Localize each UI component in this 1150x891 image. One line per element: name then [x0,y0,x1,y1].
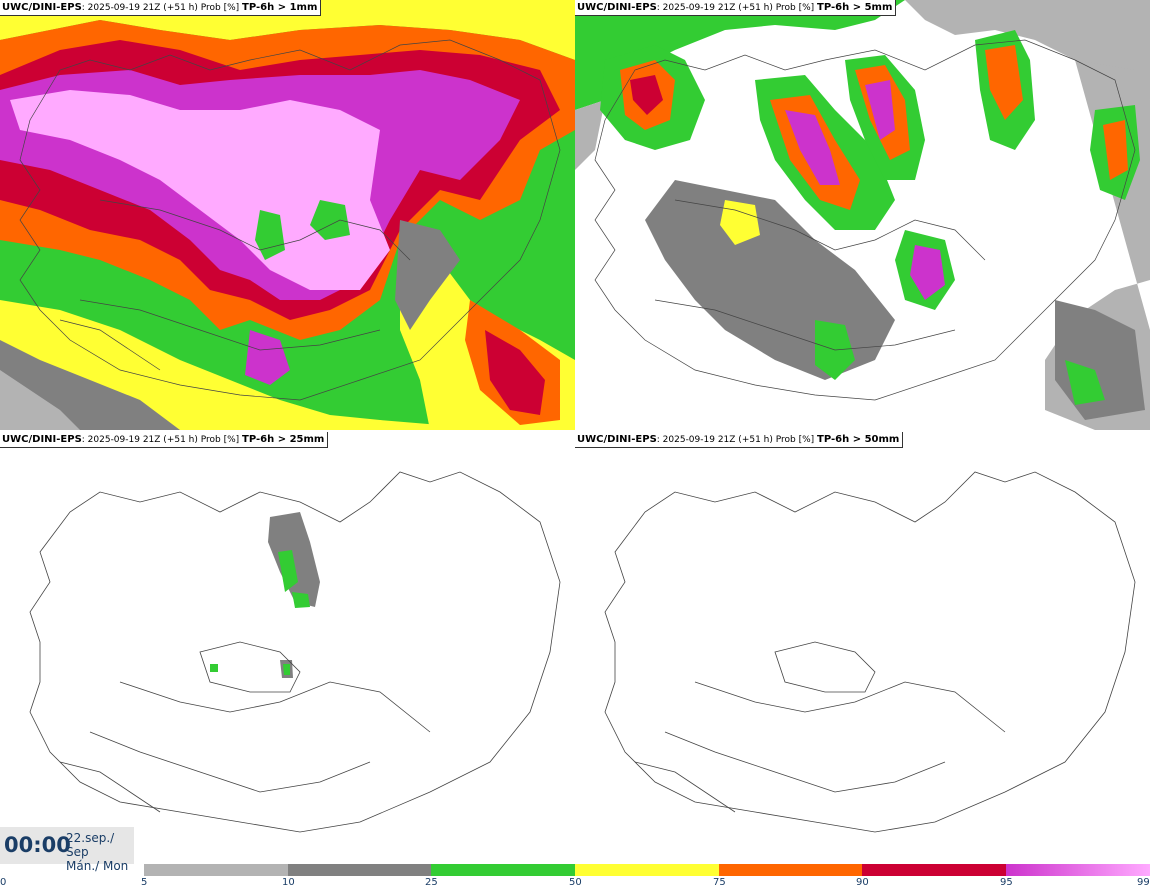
colorbar-tick: 95 [1000,877,1013,888]
colorbar-tick: 50 [569,877,582,888]
colorbar-tick: 5 [141,877,148,888]
model-name: UWC/DINI-EPS [2,434,82,445]
run-info: : 2025-09-19 21Z (+51 h) Prob [%] [656,435,815,445]
colorbar-segment [431,864,575,876]
probability-map-25mm [0,432,575,862]
parameter-label: TP-6h > 1mm [242,2,318,13]
map-panel-1mm: UWC/DINI-EPS: 2025-09-19 21Z (+51 h) Pro… [0,0,575,430]
panel-header: UWC/DINI-EPS: 2025-09-19 21Z (+51 h) Pro… [575,432,904,448]
probability-map-5mm [575,0,1150,430]
model-name: UWC/DINI-EPS [577,434,657,445]
colorbar-segment [719,864,862,876]
colorbar-tick: 99 [1137,877,1150,888]
probability-colorbar: 0 5 10 25 50 75 90 95 99 [0,864,1150,891]
valid-date-line2: Mán./ Mon [66,859,129,873]
colorbar-tick: 90 [856,877,869,888]
model-name: UWC/DINI-EPS [2,2,82,13]
panel-header: UWC/DINI-EPS: 2025-09-19 21Z (+51 h) Pro… [0,432,329,448]
panel-header: UWC/DINI-EPS: 2025-09-19 21Z (+51 h) Pro… [0,0,322,16]
valid-date-line1: 22.sep./ Sep [66,831,115,859]
parameter-label: TP-6h > 50mm [817,434,900,445]
run-info: : 2025-09-19 21Z (+51 h) Prob [%] [81,435,240,445]
colorbar-segment [144,864,288,876]
colorbar-segment [575,864,719,876]
probability-map-1mm [0,0,575,430]
map-panel-25mm: UWC/DINI-EPS: 2025-09-19 21Z (+51 h) Pro… [0,432,575,862]
parameter-label: TP-6h > 5mm [817,2,893,13]
run-info: : 2025-09-19 21Z (+51 h) Prob [%] [81,3,240,13]
valid-time-box: 00:00 22.sep./ Sep Mán./ Mon [0,827,134,873]
parameter-label: TP-6h > 25mm [242,434,325,445]
map-panel-50mm: UWC/DINI-EPS: 2025-09-19 21Z (+51 h) Pro… [575,432,1150,862]
colorbar-segment [862,864,1006,876]
colorbar-segment [288,864,431,876]
colorbar-tick: 75 [713,877,726,888]
valid-time: 00:00 [4,833,71,857]
probability-map-50mm [575,432,1150,862]
map-panel-5mm: UWC/DINI-EPS: 2025-09-19 21Z (+51 h) Pro… [575,0,1150,430]
colorbar-segment [1006,864,1150,876]
model-name: UWC/DINI-EPS [577,2,657,13]
colorbar-tick: 0 [0,877,7,888]
colorbar-tick: 10 [282,877,295,888]
colorbar-tick: 25 [425,877,438,888]
run-info: : 2025-09-19 21Z (+51 h) Prob [%] [656,3,815,13]
panel-header: UWC/DINI-EPS: 2025-09-19 21Z (+51 h) Pro… [575,0,897,16]
valid-date: 22.sep./ Sep Mán./ Mon [66,831,134,873]
